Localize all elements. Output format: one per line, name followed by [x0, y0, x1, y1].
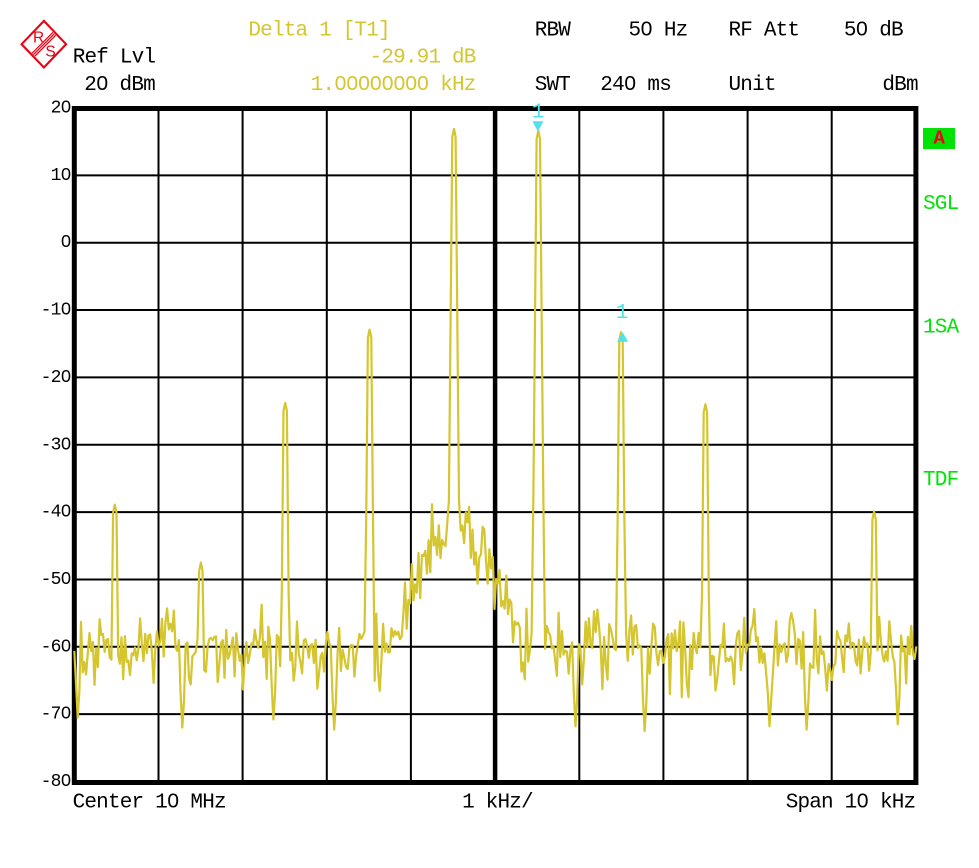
- svg-text:1SA: 1SA: [923, 317, 960, 340]
- svg-text:-80: -80: [41, 772, 71, 792]
- svg-text:10: 10: [51, 166, 71, 186]
- svg-text:R: R: [33, 29, 44, 46]
- svg-text:RBW: RBW: [535, 20, 572, 43]
- svg-text:-50: -50: [41, 570, 71, 590]
- svg-text:-20: -20: [41, 368, 71, 388]
- svg-text:240 ms: 240 ms: [600, 74, 671, 97]
- svg-text:1: 1: [532, 102, 544, 125]
- svg-text:Ref Lvl: Ref Lvl: [73, 47, 156, 70]
- svg-text:50 Hz: 50 Hz: [629, 20, 688, 43]
- svg-text:S: S: [45, 44, 55, 61]
- svg-text:50 dB: 50 dB: [844, 20, 903, 43]
- svg-text:Center 10 MHz: Center 10 MHz: [73, 792, 226, 815]
- svg-text:1 kHz/: 1 kHz/: [462, 792, 533, 815]
- svg-text:SWT: SWT: [535, 74, 571, 97]
- svg-text:A: A: [933, 128, 945, 150]
- svg-text:-10: -10: [41, 301, 71, 321]
- svg-text:1.00000000 kHz: 1.00000000 kHz: [311, 74, 476, 97]
- svg-text:0: 0: [61, 233, 71, 253]
- svg-text:Unit: Unit: [729, 74, 776, 97]
- svg-text:Span 10 kHz: Span 10 kHz: [786, 792, 916, 815]
- svg-text:dBm: dBm: [882, 74, 918, 97]
- svg-text:20: 20: [51, 99, 71, 119]
- svg-text:-29.91 dB: -29.91 dB: [370, 47, 476, 70]
- svg-text:SGL: SGL: [923, 193, 959, 216]
- svg-text:1: 1: [616, 302, 628, 325]
- svg-text:-60: -60: [41, 637, 71, 657]
- svg-text:-70: -70: [41, 705, 71, 725]
- svg-text:20 dBm: 20 dBm: [84, 74, 155, 97]
- svg-text:-40: -40: [41, 503, 71, 523]
- svg-text:-30: -30: [41, 435, 71, 455]
- svg-text:RF Att: RF Att: [729, 20, 800, 43]
- svg-text:TDF: TDF: [923, 469, 959, 492]
- svg-text:Delta 1 [T1]: Delta 1 [T1]: [248, 20, 389, 43]
